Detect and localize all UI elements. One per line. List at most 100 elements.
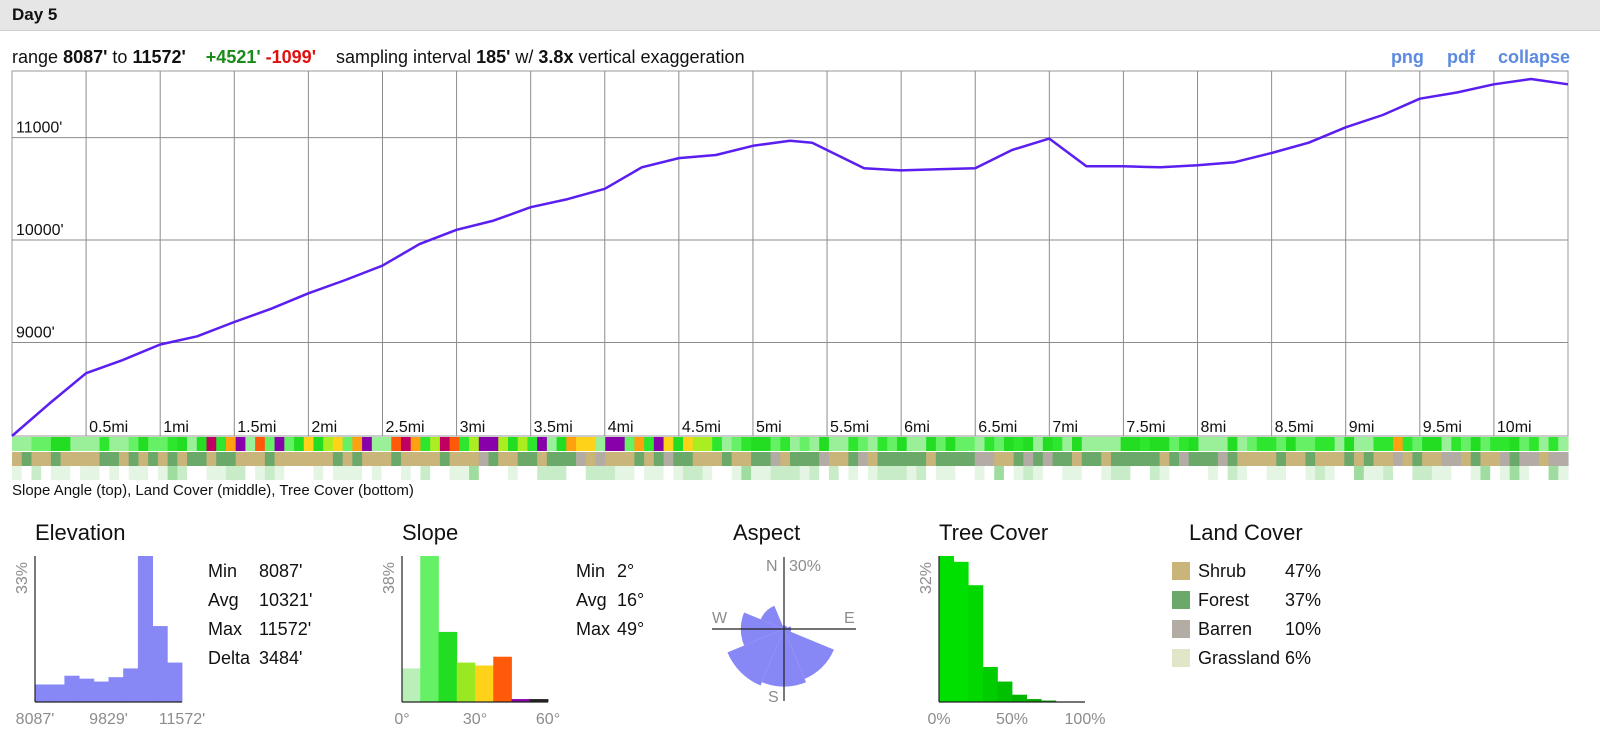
elevation-profile-line [11,77,1569,437]
tree-cover-strip-cell [819,466,830,480]
slope-strip-cell [1159,437,1170,451]
tree-cover-hist-bar [1012,694,1027,702]
tree-cover-strip-cell [1412,466,1423,480]
land-cover-strip-cell [1159,452,1170,466]
land-cover-strip-cell [31,452,42,466]
profile-y-tick-label: 11000' [16,120,62,137]
land-cover-strip-cell [1198,452,1209,466]
land-cover-strip-cell [828,452,840,466]
land-cover-strip-cell [634,452,645,466]
tree-cover-strip-cell [741,466,752,480]
land-cover-strip-cell [420,452,431,466]
tree-cover-strip-cell [1091,466,1102,480]
land-cover-strip-cell [965,452,976,466]
land-cover-strip-cell [332,452,344,466]
slope-strip-cell [80,437,91,451]
slope-strip-cell [264,437,276,451]
tree-cover-strip-cell [303,466,315,480]
slope-strip-cell [1295,437,1307,451]
tree-cover-strip-cell [1237,466,1248,480]
land-cover-strip-cell [89,452,101,466]
land-cover-strip-cell [809,452,820,466]
stat-value: 11572' [259,619,312,639]
land-cover-strip-cell [70,452,81,466]
profile-x-tick-label: 1.5mi [237,419,276,436]
land-cover-strip-cell [1120,452,1131,466]
tree-cover-strip-cell [1149,466,1161,480]
slope-strip-cell [488,437,499,451]
tree-cover-strip-cell [1499,466,1511,480]
aspect-wedge-w [740,612,784,646]
slope-strip-cell [1188,437,1200,451]
tree-cover-strip-cell [488,466,499,480]
slope-strip-cell [420,437,431,451]
land-cover-strip-cell [770,452,781,466]
land-cover-strip-cell [556,452,567,466]
tree-cover-strip-cell [1383,466,1394,480]
land-cover-strip-cell [945,452,956,466]
slope-strip-cell [945,437,956,451]
land-cover-strip-cell [235,452,246,466]
slope-strip-cell [439,437,451,451]
aspect-wedge-sw [727,629,784,686]
tree-cover-strip-cell [585,466,597,480]
land-cover-strip-cell [1480,452,1491,466]
pdf-link[interactable]: pdf [1446,47,1475,67]
tree-cover-strip-cell [1441,466,1452,480]
land-cover-label: Grassland [1198,648,1281,668]
slope-strip-cell [1256,437,1268,451]
slope-strip-cell [401,437,412,451]
tree-cover-strip-cell [235,466,246,480]
profile-x-tick-label: 2mi [311,419,337,436]
slope-strip-cell [692,437,704,451]
land-cover-strip-cell [1451,452,1462,466]
profile-y-tick-label: 10000' [16,222,64,239]
slope-strip-cell [1217,437,1229,451]
land-cover-strip-cell [799,452,811,466]
land-cover-strip-cell [1538,452,1550,466]
profile-x-tick-label: 0.5mi [89,419,128,436]
tree-cover-strip-cell [838,466,849,480]
land-cover-strip-cell [614,452,626,466]
tree-cover-strip-cell [177,466,188,480]
tree-cover-hist-bar [968,585,984,702]
tree-cover-panel-title: Tree Cover [939,520,1049,545]
slope-strip-cell [255,437,266,451]
slope-strip-cell [1091,437,1102,451]
tree-cover-strip-cell [858,466,869,480]
land-cover-strip-cell [692,452,704,466]
slope-strip-cell [313,437,324,451]
profile-x-tick-label: 9mi [1349,419,1375,436]
tree-cover-strip-cell [974,466,986,480]
tree-cover-strip-cell [926,466,937,480]
slope-strip-cell [157,437,169,451]
tree-cover-strip-cell [624,466,635,480]
slope-strip-cell [1344,437,1355,451]
land-cover-strip-cell [1081,452,1093,466]
stat-label: Min [208,561,238,581]
tree-cover-strip-cell [1548,466,1559,480]
slope-strip-cell [323,437,334,451]
tree-cover-strip-cell [459,466,470,480]
tree-cover-strip-cell [867,466,879,480]
slope-strip-cell [430,437,441,451]
collapse-link[interactable]: collapse [1497,47,1570,67]
slope-strip-cell [1383,437,1394,451]
land-cover-strip-cell [1315,452,1326,466]
slope-strip-cell [731,437,742,451]
land-cover-strip-cell [401,452,412,466]
tree-cover-strip-cell [965,466,976,480]
land-cover-strip-cell [566,452,577,466]
tree-cover-strip-cell [1451,466,1462,480]
land-cover-strip-cell [1072,452,1083,466]
slope-strip-cell [225,437,237,451]
land-cover-strip-cell [731,452,742,466]
png-link[interactable]: png [1390,47,1424,67]
land-cover-strip-cell [1548,452,1559,466]
slope-strip-cell [1354,437,1365,451]
land-cover-strip-cell [1013,452,1024,466]
land-cover-strip-cell [381,452,392,466]
land-cover-strip-cell [1509,452,1520,466]
tree-cover-strip-cell [216,466,227,480]
aspect-wedge-ne [784,625,788,629]
